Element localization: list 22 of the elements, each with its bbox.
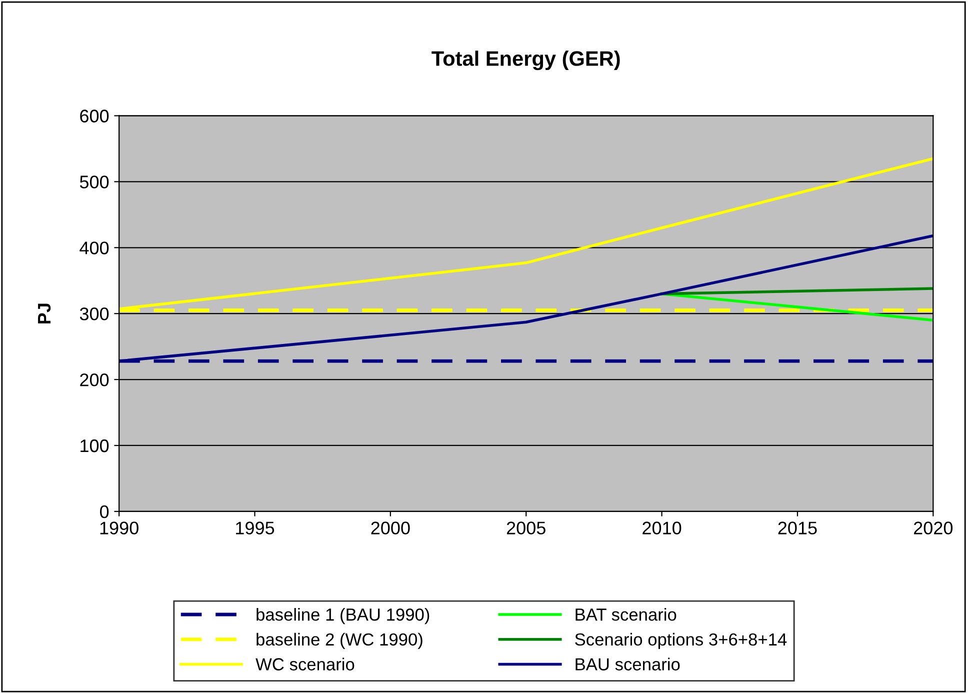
- legend-label: BAT scenario: [576, 608, 676, 621]
- y-tick-label: 200: [80, 373, 109, 386]
- legend-label: WC scenario: [256, 658, 354, 670]
- y-tick-label: 500: [80, 176, 109, 188]
- y-tick-label: 0: [100, 505, 109, 518]
- legend-label: BAU scenario: [576, 658, 680, 670]
- chart-title: Total Energy (GER): [432, 50, 620, 70]
- y-tick-label: 600: [80, 110, 109, 122]
- y-axis-title: PJ: [38, 304, 51, 324]
- x-tick-label: 2000: [371, 522, 410, 534]
- legend-label: baseline 1 (BAU 1990): [256, 608, 430, 624]
- x-tick-label: 1990: [100, 522, 138, 534]
- y-tick-label: 100: [80, 439, 109, 452]
- y-tick-label: 300: [80, 308, 109, 320]
- x-tick-label: 2005: [506, 522, 546, 534]
- x-tick-label: 1995: [236, 522, 274, 534]
- x-tick-label: 2010: [642, 522, 682, 534]
- x-tick-label: 2015: [778, 522, 817, 534]
- legend-label: baseline 2 (WC 1990): [256, 632, 422, 650]
- y-tick-label: 400: [80, 242, 109, 254]
- legend-label: Scenario options 3+6+8+14: [575, 632, 787, 650]
- x-tick-label: 2020: [914, 522, 953, 534]
